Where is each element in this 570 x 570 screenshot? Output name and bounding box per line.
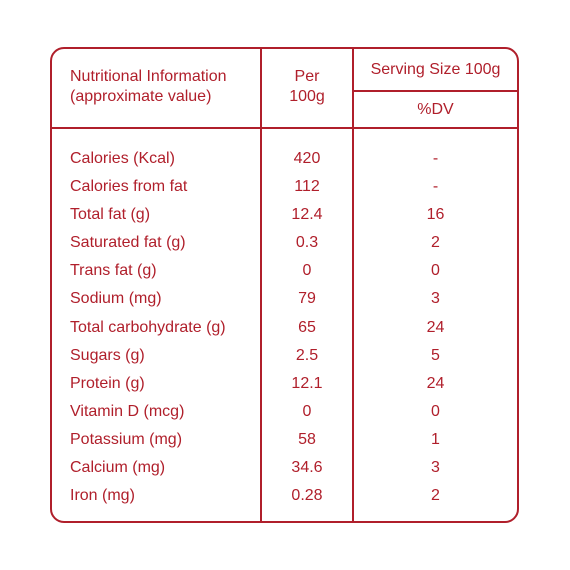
per-100g-value: 0: [302, 262, 312, 280]
nutrient-name: Total carbohydrate (g): [70, 318, 226, 336]
table-row: Saturated fat (g) 0.3 2: [52, 229, 517, 257]
dv-value: 16: [426, 206, 445, 224]
dv-value: 24: [426, 374, 445, 392]
nutrition-table: Nutritional Information (approximate val…: [50, 47, 519, 523]
dv-value: 24: [426, 318, 445, 336]
per-100g-header: Per 100g: [262, 67, 352, 107]
dv-value: 5: [431, 346, 440, 364]
table-row: Iron (mg) 0.28 2: [52, 482, 517, 510]
column-divider-1: [260, 49, 262, 521]
table-row: Trans fat (g) 0 0: [52, 257, 517, 285]
nutrient-rows: Calories (Kcal) 420- Calories from fat 112…: [52, 145, 517, 510]
dv-value: 3: [431, 290, 440, 308]
nutrient-name: Calories from fat: [70, 178, 188, 196]
dv-value: 0: [431, 402, 440, 420]
per-100g-value: 0.28: [291, 487, 323, 505]
table-row: Calories from fat 112 -: [52, 173, 517, 201]
info-header-line2: (approximate value): [70, 88, 212, 105]
nutrient-name: Calcium (mg): [70, 459, 166, 477]
nutrient-name: Saturated fat (g): [70, 234, 186, 252]
nutrient-name: Protein (g): [70, 374, 145, 392]
nutrient-name: Calories (Kcal): [70, 150, 175, 167]
nutrient-name: Sugars (g): [70, 346, 145, 364]
per-100g-value: 12.1: [291, 374, 323, 392]
header-divider: [52, 127, 517, 129]
serving-size-divider: [352, 90, 517, 92]
info-header-line1: Nutritional Information: [70, 68, 227, 85]
dv-value: 2: [431, 234, 440, 252]
dv-value: 2: [431, 487, 440, 505]
nutrient-name: Vitamin D (mcg): [70, 402, 185, 420]
nutritional-information-header: Nutritional Information (approximate val…: [70, 67, 255, 107]
serving-size-header: Serving Size 100g: [370, 61, 501, 78]
dv-value: 3: [431, 459, 440, 477]
table-row: Protein (g) 12.1 24: [52, 370, 517, 398]
table-row: Calories (Kcal) 420 -: [52, 145, 517, 173]
dv-value: 0: [431, 262, 440, 280]
per-100g-value: 0.3: [295, 234, 319, 252]
dv-value: -: [432, 178, 439, 196]
per-100g-value: 0: [302, 402, 312, 420]
nutrient-name: Sodium (mg): [70, 290, 162, 308]
per-100g-value: 2.5: [295, 346, 319, 364]
per-header-line2: 100g: [289, 88, 325, 105]
per-100g-value: 420: [293, 150, 321, 167]
per-100g-value: 65: [298, 318, 316, 336]
dv-value: 1: [431, 430, 440, 448]
nutrient-name: Total fat (g): [70, 206, 151, 224]
table-row: Total carbohydrate (g) 65 24: [52, 314, 517, 342]
column-divider-2: [352, 49, 354, 521]
per-100g-value: 79: [298, 290, 316, 308]
nutrient-name: Potassium (mg): [70, 430, 183, 448]
nutrient-name: Trans fat (g): [70, 262, 157, 280]
per-100g-value: 12.4: [291, 206, 323, 224]
table-row: Vitamin D (mcg) 0 0: [52, 398, 517, 426]
per-100g-value: 34.6: [291, 459, 323, 477]
table-row: Sodium (mg) 79 3: [52, 285, 517, 313]
nutrient-name: Iron (mg): [70, 487, 135, 505]
table-row: Calcium (mg) 34.6 3: [52, 454, 517, 482]
per-header-line1: Per: [294, 68, 320, 85]
table-row: Total fat (g) 12.4 16: [52, 201, 517, 229]
table-row: Potassium (mg) 58 1: [52, 426, 517, 454]
dv-value: -: [432, 150, 439, 167]
dv-header: %DV: [417, 101, 454, 118]
per-100g-value: 112: [294, 178, 320, 196]
per-100g-value: 58: [298, 430, 316, 448]
table-row: Sugars (g) 2.5 5: [52, 342, 517, 370]
